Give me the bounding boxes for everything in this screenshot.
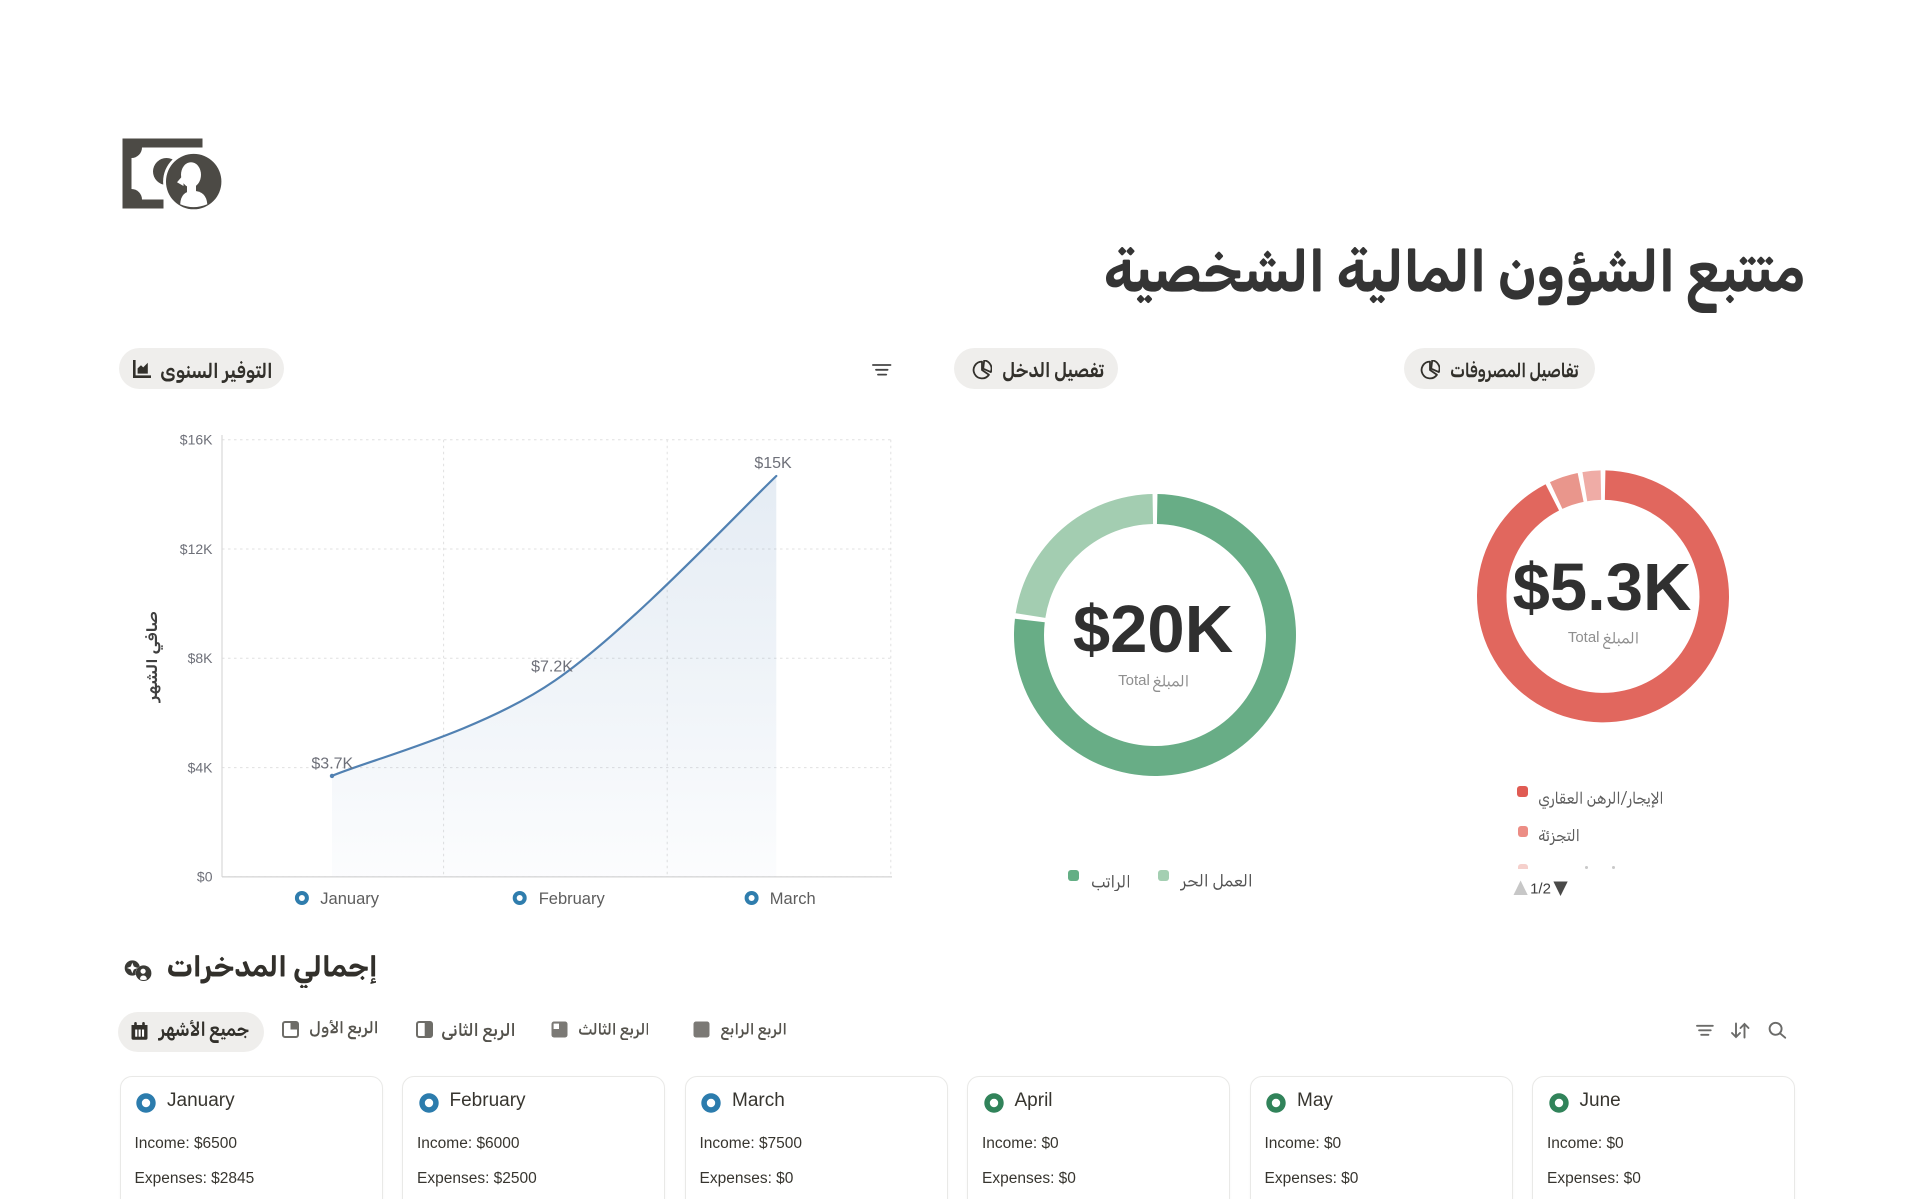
svg-text:January: January [320, 890, 379, 908]
svg-text:$16K: $16K [180, 432, 213, 448]
svg-text:$12K: $12K [180, 541, 213, 557]
svg-text:$15K: $15K [754, 455, 792, 472]
svg-text:March: March [770, 890, 816, 908]
svg-text:$0: $0 [197, 869, 213, 885]
svg-text:$7.2K: $7.2K [531, 659, 573, 676]
svg-text:February: February [539, 890, 606, 908]
svg-text:$8K: $8K [188, 650, 214, 666]
svg-text:$3.7K: $3.7K [311, 755, 353, 772]
svg-text:1/2: 1/2 [1530, 881, 1551, 898]
svg-text:$4K: $4K [188, 759, 214, 775]
